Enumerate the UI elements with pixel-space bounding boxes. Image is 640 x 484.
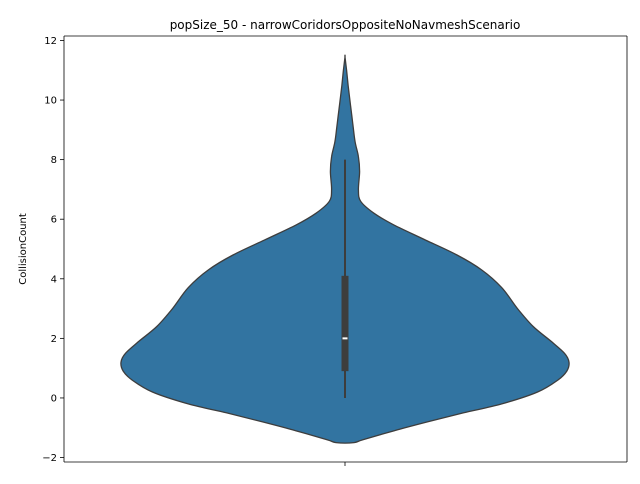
interquartile-box <box>341 275 349 372</box>
y-tick-label: 2 <box>51 334 57 345</box>
y-tick-label: −2 <box>42 453 57 464</box>
axes: −2 0 2 4 6 8 10 12 <box>42 35 628 466</box>
y-tick-label: 8 <box>51 155 57 166</box>
y-tick-label: 12 <box>44 36 57 47</box>
y-axis-label: CollisionCount <box>18 213 29 285</box>
y-tick-label: 6 <box>51 215 57 226</box>
y-tick-label: 10 <box>44 96 57 107</box>
y-tick-label: 4 <box>51 274 57 285</box>
y-tick-label: 0 <box>51 393 57 404</box>
chart-title: popSize_50 - narrowCoridorsOppositeNoNav… <box>170 18 521 32</box>
box-summary <box>341 159 349 398</box>
